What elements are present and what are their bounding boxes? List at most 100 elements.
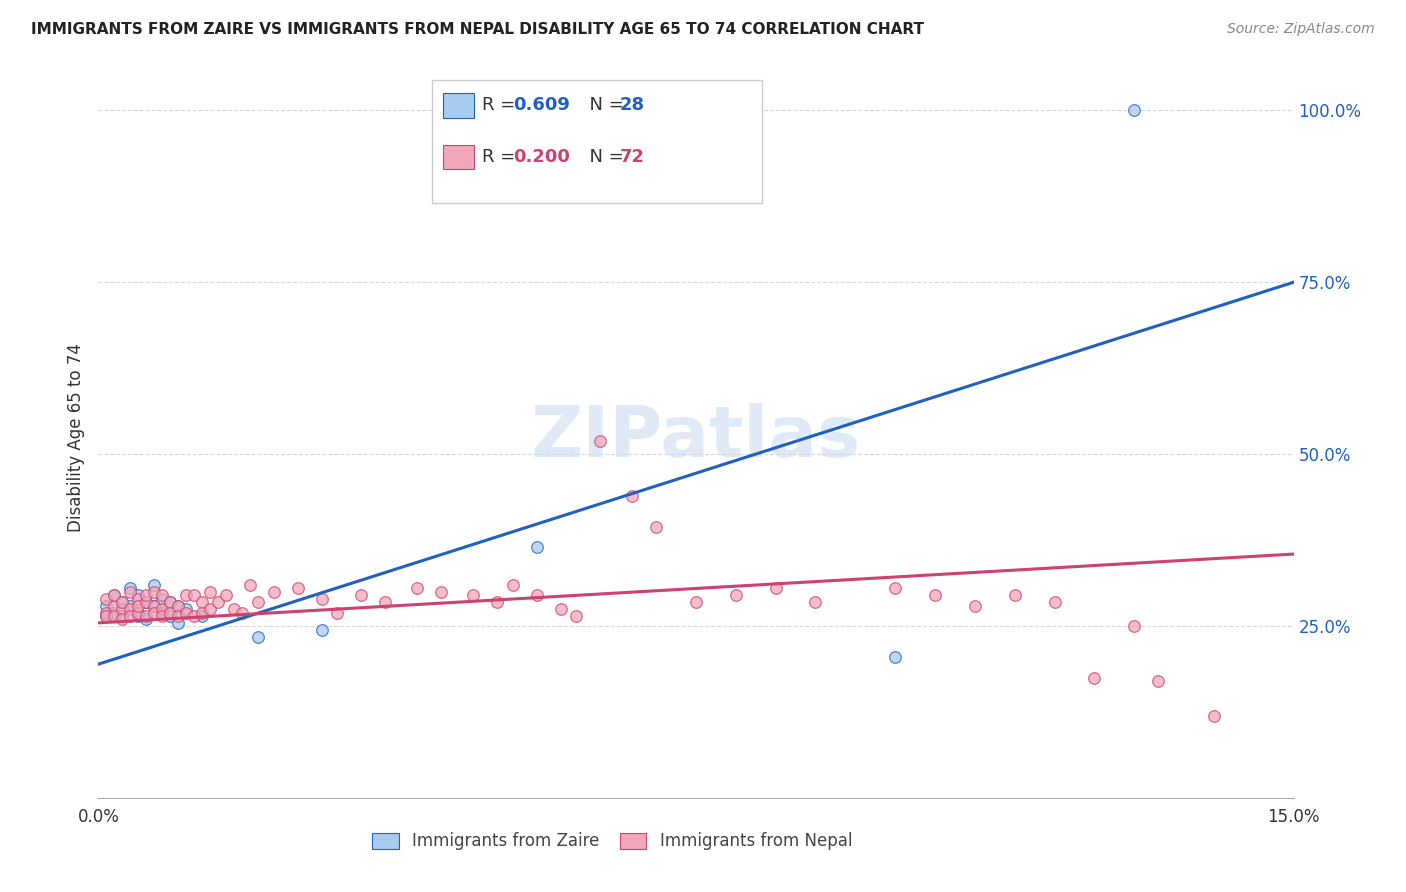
Point <box>103 609 125 624</box>
Point <box>150 606 173 620</box>
Point <box>96 591 118 606</box>
Point <box>96 599 118 613</box>
Point <box>150 609 173 624</box>
Point <box>485 595 508 609</box>
Point <box>326 606 349 620</box>
Point <box>96 606 118 620</box>
Point <box>526 540 548 554</box>
Point <box>103 588 125 602</box>
Point <box>430 585 453 599</box>
Text: R =: R = <box>482 96 522 114</box>
Point <box>645 519 668 533</box>
Point <box>526 588 548 602</box>
Point <box>183 588 205 602</box>
Point <box>550 602 572 616</box>
Point <box>502 578 524 592</box>
Point <box>1123 103 1146 118</box>
Point <box>621 489 644 503</box>
Point <box>174 588 197 602</box>
Point <box>96 609 118 624</box>
Point <box>96 609 118 624</box>
Text: N =: N = <box>578 148 630 166</box>
Point <box>120 582 142 596</box>
Point <box>239 578 262 592</box>
Point <box>565 609 588 624</box>
Point <box>461 588 484 602</box>
Point <box>120 602 142 616</box>
Text: 72: 72 <box>620 148 645 166</box>
Point <box>685 595 707 609</box>
Point <box>183 609 205 624</box>
Point <box>231 606 253 620</box>
Point <box>804 595 827 609</box>
Point <box>143 606 166 620</box>
Point <box>222 602 245 616</box>
Point <box>311 623 333 637</box>
Point <box>263 585 285 599</box>
Text: N =: N = <box>578 96 630 114</box>
Point <box>406 582 429 596</box>
Point <box>174 606 197 620</box>
Point <box>150 588 173 602</box>
Point <box>198 602 221 616</box>
Point <box>884 582 907 596</box>
Point <box>1004 588 1026 602</box>
Point <box>143 599 166 613</box>
Point <box>765 582 787 596</box>
Point <box>159 609 181 624</box>
Point <box>350 588 373 602</box>
Point <box>111 612 134 626</box>
Point <box>174 602 197 616</box>
Point <box>135 595 157 609</box>
Point <box>287 582 309 596</box>
Point <box>311 591 333 606</box>
Point <box>127 606 149 620</box>
Point <box>1083 671 1105 685</box>
Point <box>191 609 214 624</box>
Point <box>127 609 149 624</box>
Legend: Immigrants from Zaire, Immigrants from Nepal: Immigrants from Zaire, Immigrants from N… <box>364 824 860 859</box>
Point <box>135 612 157 626</box>
Point <box>111 609 134 624</box>
Point <box>135 595 157 609</box>
Point <box>103 588 125 602</box>
Point <box>159 606 181 620</box>
Point <box>135 609 157 624</box>
Point <box>143 585 166 599</box>
Point <box>191 606 214 620</box>
Point <box>111 595 134 609</box>
Point <box>924 588 946 602</box>
Point <box>1147 674 1170 689</box>
Point <box>198 585 221 599</box>
Point <box>215 588 238 602</box>
Point <box>111 602 134 616</box>
Point <box>246 595 269 609</box>
Text: Source: ZipAtlas.com: Source: ZipAtlas.com <box>1227 22 1375 37</box>
Y-axis label: Disability Age 65 to 74: Disability Age 65 to 74 <box>66 343 84 532</box>
Point <box>374 595 396 609</box>
Point <box>143 599 166 613</box>
Point <box>127 588 149 602</box>
Point <box>191 595 214 609</box>
Point <box>150 591 173 606</box>
Point <box>963 599 986 613</box>
Point <box>167 599 190 613</box>
Point <box>127 599 149 613</box>
Point <box>246 630 269 644</box>
Point <box>120 609 142 624</box>
Text: R =: R = <box>482 148 522 166</box>
Text: 0.200: 0.200 <box>513 148 569 166</box>
Point <box>111 595 134 609</box>
Point <box>167 609 190 624</box>
Point <box>589 434 612 448</box>
Point <box>884 650 907 665</box>
Point <box>135 588 157 602</box>
Point <box>159 595 181 609</box>
Text: IMMIGRANTS FROM ZAIRE VS IMMIGRANTS FROM NEPAL DISABILITY AGE 65 TO 74 CORRELATI: IMMIGRANTS FROM ZAIRE VS IMMIGRANTS FROM… <box>31 22 924 37</box>
Point <box>120 599 142 613</box>
Point <box>103 599 125 613</box>
Point <box>127 606 149 620</box>
Point <box>150 602 173 616</box>
Point <box>120 585 142 599</box>
Point <box>103 606 125 620</box>
